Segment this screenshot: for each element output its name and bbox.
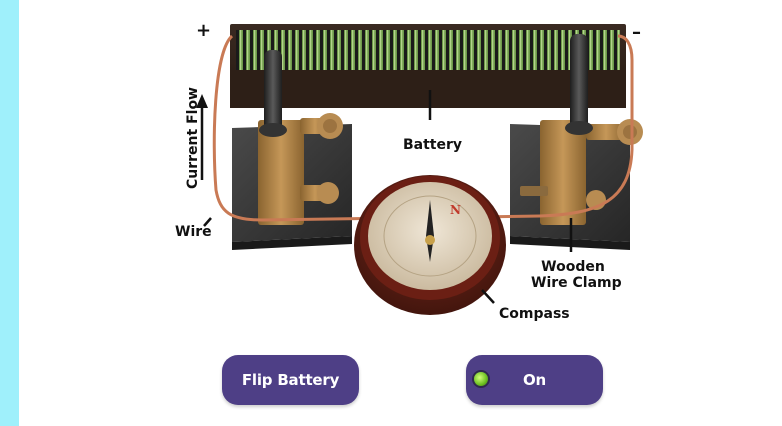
flip-battery-button[interactable]: Flip Battery [222, 355, 359, 405]
power-toggle-label: On [522, 371, 547, 389]
battery-box [230, 24, 626, 108]
clamp-label-line2: Wire Clamp [531, 275, 622, 291]
clamp-label-line1: Wooden [541, 259, 605, 275]
negative-terminal-sign: – [632, 22, 641, 43]
compass: N [354, 175, 506, 315]
left-accent-strip [0, 0, 19, 426]
current-flow-arrow [196, 94, 208, 180]
right-wooden-clamp [510, 34, 643, 250]
power-toggle-button[interactable]: On [466, 355, 603, 405]
power-indicator-icon [474, 372, 488, 386]
wire-path [212, 34, 634, 222]
flip-battery-label: Flip Battery [241, 371, 340, 389]
positive-terminal-sign: + [196, 20, 212, 41]
wooden-wire-clamp-label: Wooden Wire Clamp [531, 259, 622, 291]
wire-label: Wire [175, 224, 212, 240]
left-wooden-clamp [232, 50, 352, 250]
battery-label: Battery [403, 137, 463, 153]
current-flow-label: Current Flow [185, 87, 201, 189]
compass-north-mark: N [450, 203, 461, 217]
compass-label: Compass [499, 306, 570, 322]
pointer-lines [203, 90, 573, 304]
